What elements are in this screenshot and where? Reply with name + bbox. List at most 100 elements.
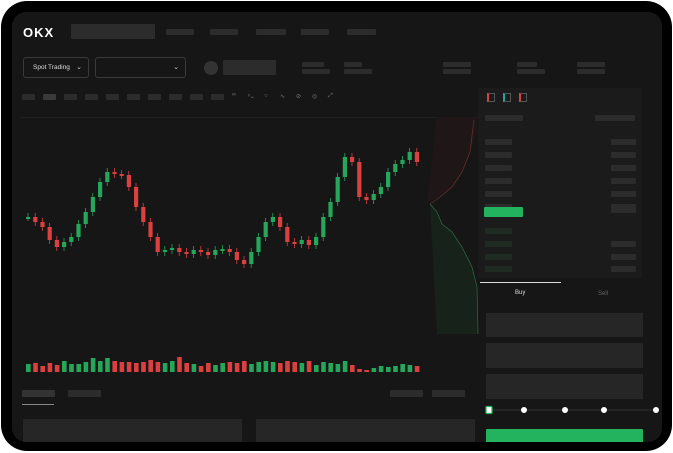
timeframe-button[interactable]: [169, 94, 182, 100]
ticker-stat: [344, 62, 362, 67]
timeframe-button[interactable]: [106, 94, 119, 100]
chevron-down-icon: ⌄: [173, 64, 179, 71]
search-bar[interactable]: [71, 24, 155, 39]
timeframe-button[interactable]: [190, 94, 203, 100]
candle: [220, 249, 225, 251]
timeframe-button[interactable]: [64, 94, 77, 100]
ticker-stat: [302, 62, 324, 67]
orderbook-header: [595, 115, 635, 121]
candle: [170, 248, 175, 250]
timeframe-button[interactable]: [22, 94, 35, 100]
candle: [350, 157, 355, 162]
nav-item[interactable]: [301, 29, 329, 35]
candle: [177, 248, 182, 252]
volume-bar: [321, 362, 326, 372]
pencil-icon[interactable]: ∿: [280, 94, 286, 100]
candle: [278, 217, 283, 227]
candle: [155, 237, 160, 252]
candle: [148, 222, 153, 237]
volume-bar: [407, 365, 413, 372]
candle: [393, 164, 398, 172]
timeframe-button[interactable]: [43, 94, 56, 100]
ticker-stat: [517, 62, 537, 67]
volume-bar: [98, 361, 103, 372]
candle: [357, 162, 362, 197]
slider-mark-25: [521, 407, 527, 413]
price-input[interactable]: [486, 313, 643, 337]
volume-bar: [364, 370, 369, 372]
volume-bar: [357, 369, 362, 372]
amount-slider[interactable]: [482, 403, 662, 417]
candle: [249, 252, 254, 264]
buy-button[interactable]: [486, 429, 643, 442]
volume-bar: [62, 361, 67, 372]
candle: [263, 222, 268, 237]
bids-only-icon[interactable]: [503, 93, 511, 102]
volume-bar: [119, 362, 125, 372]
amount-input[interactable]: [486, 343, 643, 368]
volume-bar: [83, 362, 89, 372]
volume-bar: [177, 357, 182, 372]
bid-price: [485, 228, 512, 234]
candle: [162, 250, 167, 252]
pair-dropdown[interactable]: ⌄: [95, 57, 186, 78]
pair-price: [223, 60, 276, 75]
nav-item[interactable]: [210, 29, 238, 35]
chart-type-icon[interactable]: ᵛ⌄: [248, 94, 255, 100]
volume-bar: [148, 360, 153, 372]
tab-open-orders[interactable]: [22, 390, 55, 397]
candle: [306, 240, 311, 245]
volume-bar: [270, 362, 276, 372]
candle: [256, 237, 261, 252]
bid-depth-area: [430, 204, 478, 334]
ask-price: [485, 152, 512, 158]
volume-bar: [350, 365, 355, 372]
candle: [242, 260, 247, 264]
tab-order-history[interactable]: [68, 390, 101, 397]
candle: [299, 240, 304, 244]
filter-button[interactable]: [390, 390, 423, 397]
tab-buy[interactable]: Buy: [515, 290, 526, 296]
ask-price: [485, 191, 512, 197]
divider: [20, 117, 480, 118]
candle: [292, 242, 297, 244]
ask-price: [485, 178, 512, 184]
coin-avatar: [204, 61, 218, 75]
target-icon[interactable]: ⊘: [296, 94, 302, 100]
candle: [371, 194, 376, 200]
volume-bar: [242, 361, 247, 372]
candle: [407, 152, 412, 160]
volume-bar: [112, 361, 117, 372]
candle: [386, 172, 391, 187]
filter-button[interactable]: [432, 390, 465, 397]
both-sides-icon[interactable]: [487, 93, 495, 102]
timeframe-button[interactable]: [127, 94, 140, 100]
timeframe-button[interactable]: [85, 94, 98, 100]
total-input[interactable]: [486, 374, 643, 399]
fullscreen-icon[interactable]: ⤢: [328, 93, 333, 99]
timeframe-button[interactable]: [148, 94, 161, 100]
nav-item[interactable]: [256, 29, 286, 35]
nav-item[interactable]: [166, 29, 194, 35]
bid-amount: [611, 328, 636, 334]
bid-price: [485, 254, 512, 260]
bid-price: [485, 266, 512, 272]
ticker-stat: [443, 69, 471, 74]
candle: [285, 227, 290, 242]
settings-icon[interactable]: ◎: [312, 94, 318, 100]
market-type-dropdown[interactable]: Spot Trading ⌄: [23, 57, 89, 78]
volume-bar: [335, 364, 341, 372]
timeframe-button[interactable]: [211, 94, 224, 100]
volume-bar: [69, 364, 74, 372]
candle: [126, 175, 131, 187]
asks-only-icon[interactable]: [519, 93, 527, 102]
indicator-icon[interactable]: ᵛᵛ: [232, 93, 236, 99]
volume-bar: [184, 363, 189, 372]
volume-bar: [213, 365, 218, 372]
candlestick-chart[interactable]: [12, 112, 482, 372]
nav-item[interactable]: [347, 29, 376, 35]
draw-line-icon[interactable]: ○: [264, 93, 268, 99]
volume-bar: [378, 366, 384, 372]
tab-sell[interactable]: Sell: [598, 291, 609, 297]
volume-bar: [249, 364, 254, 372]
